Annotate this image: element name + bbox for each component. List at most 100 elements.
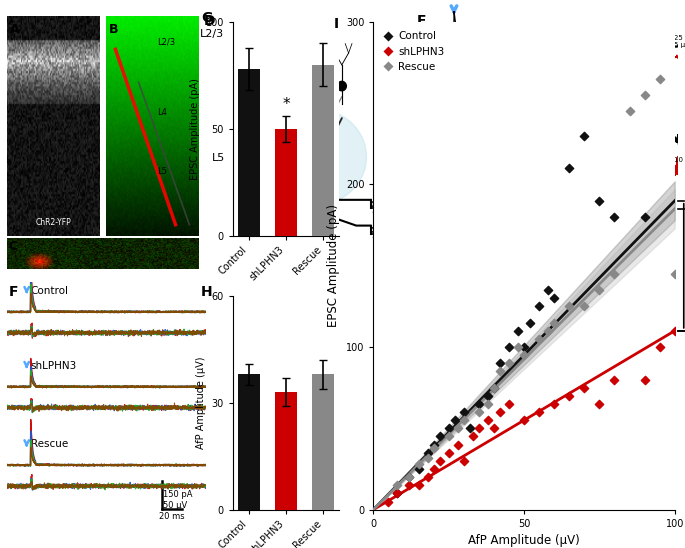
Point: [413, 460, 424, 469]
Point: [392, 489, 403, 498]
Circle shape: [310, 81, 320, 91]
Point: [564, 391, 575, 400]
Point: [594, 196, 605, 205]
Point: [482, 399, 493, 408]
Point: [654, 342, 665, 351]
Point: [473, 399, 484, 408]
Text: D: D: [204, 14, 216, 27]
Text: + 1 μM TTX: + 1 μM TTX: [507, 44, 559, 53]
Point: [458, 456, 469, 465]
Text: EPSC: EPSC: [383, 199, 408, 209]
Point: [495, 408, 506, 416]
Point: [519, 416, 530, 425]
Point: [482, 391, 493, 400]
Point: [443, 448, 454, 457]
Text: L2/3: L2/3: [157, 38, 175, 47]
Point: [413, 481, 424, 490]
Text: 50 μV: 50 μV: [163, 501, 187, 510]
Point: [534, 302, 545, 311]
Y-axis label: EPSC Amplitude (pA): EPSC Amplitude (pA): [190, 78, 200, 180]
Point: [404, 473, 415, 482]
Text: 150 pA: 150 pA: [163, 490, 192, 499]
Text: G: G: [201, 12, 212, 25]
Text: Control: Control: [31, 286, 68, 296]
Text: 10 μV: 10 μV: [674, 157, 685, 163]
Text: 100 ms: 100 ms: [647, 50, 673, 55]
Bar: [312, 65, 334, 236]
Point: [443, 432, 454, 441]
Point: [428, 465, 439, 473]
Text: AfP: AfP: [383, 225, 399, 235]
Point: [512, 342, 523, 351]
Point: [654, 75, 665, 83]
Text: I: I: [334, 17, 339, 31]
Point: [392, 481, 403, 490]
Point: [503, 399, 514, 408]
Text: L4: L4: [157, 108, 167, 117]
Y-axis label: EPSC Amplitude (pA): EPSC Amplitude (pA): [327, 204, 340, 327]
Text: shLPHN3: shLPHN3: [31, 361, 77, 371]
Bar: [238, 69, 260, 236]
Point: [422, 453, 433, 462]
Circle shape: [304, 167, 327, 190]
Text: L2/3: L2/3: [200, 28, 225, 39]
Point: [543, 327, 553, 335]
Text: A: A: [10, 23, 19, 36]
Text: B: B: [109, 23, 119, 36]
Point: [579, 302, 590, 311]
Point: [452, 424, 463, 433]
Point: [669, 327, 680, 335]
Point: [579, 384, 590, 392]
Text: C: C: [9, 240, 18, 253]
Point: [525, 318, 536, 327]
Point: [669, 270, 680, 278]
Point: [473, 424, 484, 433]
Point: [579, 132, 590, 140]
Point: [609, 375, 620, 384]
Bar: [312, 374, 334, 510]
Point: [404, 481, 415, 490]
Circle shape: [279, 81, 289, 91]
Point: [464, 424, 475, 433]
Text: 5 μV: 5 μV: [674, 42, 685, 48]
Text: *: *: [282, 96, 290, 112]
Text: H: H: [201, 285, 212, 299]
Point: [482, 416, 493, 425]
Text: L5: L5: [212, 153, 225, 163]
Point: [534, 408, 545, 416]
Point: [422, 448, 433, 457]
Point: [639, 213, 650, 221]
Point: [443, 424, 454, 433]
Legend: Control, shLPHN3, Rescue: Control, shLPHN3, Rescue: [379, 27, 449, 76]
Point: [404, 473, 415, 482]
Point: [609, 213, 620, 221]
Point: [624, 107, 635, 116]
Point: [413, 465, 424, 473]
Point: [467, 432, 478, 441]
Point: [534, 334, 545, 343]
Point: [564, 302, 575, 311]
Text: 10 ms: 10 ms: [649, 175, 671, 181]
Point: [639, 91, 650, 100]
Point: [594, 286, 605, 295]
Bar: [238, 374, 260, 510]
Point: [422, 473, 433, 482]
Y-axis label: AfP Amplitude (μV): AfP Amplitude (μV): [196, 357, 206, 449]
X-axis label: AfP Amplitude (μV): AfP Amplitude (μV): [468, 534, 580, 547]
Text: 20 ms: 20 ms: [159, 512, 184, 521]
Point: [503, 359, 514, 368]
Point: [503, 342, 514, 351]
Point: [428, 443, 439, 452]
Point: [392, 489, 403, 498]
Circle shape: [255, 81, 264, 91]
Circle shape: [337, 81, 347, 91]
Point: [609, 270, 620, 278]
Point: [549, 318, 560, 327]
Point: [495, 359, 506, 368]
Point: [543, 286, 553, 295]
Point: [458, 416, 469, 425]
Point: [449, 416, 460, 425]
Point: [434, 456, 445, 465]
Point: [549, 399, 560, 408]
Text: F: F: [9, 284, 18, 299]
